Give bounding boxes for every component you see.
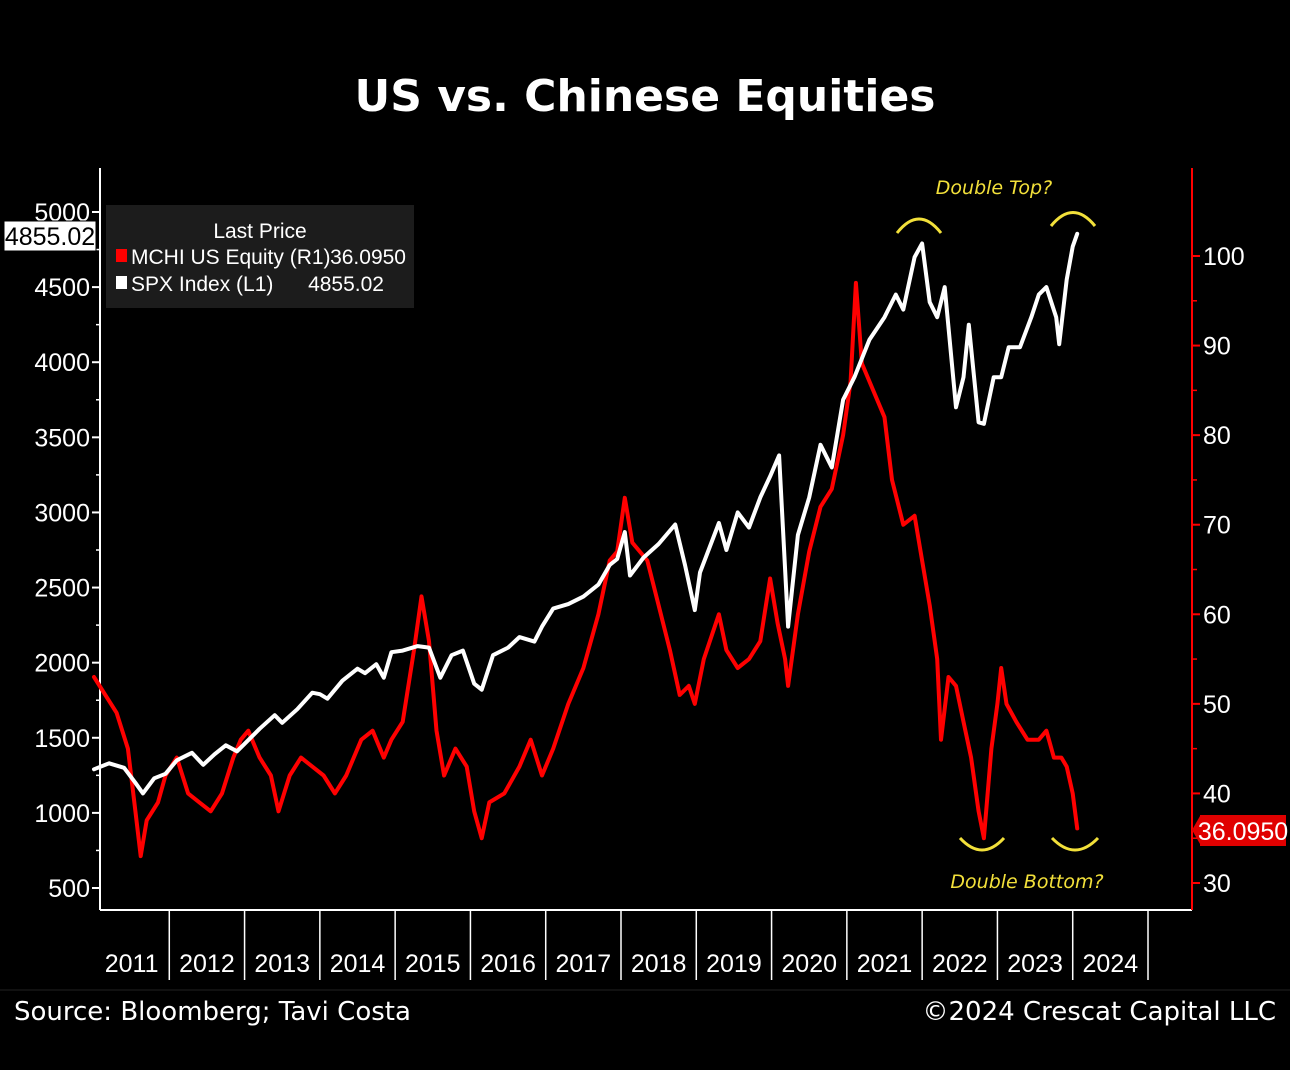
- right-tick-label: 100: [1203, 243, 1245, 271]
- annotations: Double Top? Double Bottom?: [895, 177, 1104, 893]
- double-bottom-arc-2: [1050, 836, 1100, 852]
- left-tick-label: 1500: [34, 725, 90, 753]
- x-tick-label: 2018: [631, 950, 687, 978]
- series-layer: [92, 231, 1080, 859]
- right-tick-label: 80: [1203, 422, 1231, 450]
- series-line-mchi-us-equity: [92, 280, 1080, 859]
- spx-last-value-box: [3, 220, 97, 252]
- x-axis-ticks: 2011 2012 2013 2014 2015 2016 2017 2018 2019 2020…: [105, 910, 1149, 980]
- legend-value-mchi: 36.0950: [330, 246, 406, 269]
- left-tick-label: 2000: [34, 650, 90, 678]
- x-tick-label: 2016: [480, 950, 536, 978]
- double-bottom-label: Double Bottom?: [950, 871, 1103, 893]
- right-tick-label: 70: [1203, 512, 1231, 540]
- right-tick-label: 30: [1203, 870, 1231, 898]
- legend-swatch-spx: [116, 276, 127, 289]
- left-tick-label: 4000: [34, 349, 90, 377]
- spx-last-value-label: 4855.02: [5, 223, 95, 251]
- footer-source: Source: Bloomberg; Tavi Costa: [14, 997, 411, 1027]
- double-top-label: Double Top?: [936, 177, 1052, 199]
- x-tick-label: 2012: [179, 950, 235, 978]
- right-tick-label: 60: [1203, 601, 1231, 629]
- left-tick-label: 4500: [34, 274, 90, 302]
- double-bottom-arc-1: [958, 836, 1006, 852]
- mchi-last-value-label: 36.0950: [1198, 818, 1288, 846]
- right-axis-ticks: 30 40 50 60 70 80 90 100: [1192, 243, 1245, 898]
- last-value-labels: 4855.02 36.0950: [3, 220, 1288, 846]
- x-tick-label: 2021: [857, 950, 913, 978]
- plot-frame: [99, 168, 1193, 911]
- double-top-arc-1: [895, 217, 943, 234]
- mchi-last-value-box: [1200, 815, 1286, 846]
- x-tick-label: 2020: [781, 950, 837, 978]
- legend-background: [106, 205, 414, 308]
- x-tick-label: 2014: [330, 950, 386, 978]
- legend-label-mchi: MCHI US Equity (R1): [131, 246, 331, 269]
- x-tick-label: 2022: [932, 950, 988, 978]
- x-tick-label: 2013: [254, 950, 310, 978]
- left-tick-label: 2500: [34, 575, 90, 603]
- legend-label-spx: SPX Index (L1): [131, 273, 273, 296]
- legend: Last Price MCHI US Equity (R1) 36.0950 S…: [106, 205, 414, 308]
- chart-title: US vs. Chinese Equities: [355, 71, 936, 122]
- left-tick-label: 3000: [34, 499, 90, 527]
- double-top-arc-2: [1049, 211, 1097, 227]
- mchi-last-value-pointer: [1192, 816, 1200, 844]
- right-tick-label: 90: [1203, 333, 1231, 361]
- right-tick-label: 50: [1203, 691, 1231, 719]
- legend-swatch-mchi: [116, 249, 127, 262]
- x-tick-label: 2015: [405, 950, 461, 978]
- series-line-spx-index: [92, 231, 1080, 796]
- left-tick-label: 500: [48, 875, 90, 903]
- x-tick-label: 2011: [105, 950, 159, 978]
- right-tick-label: 40: [1203, 780, 1231, 808]
- left-tick-label: 1000: [34, 800, 90, 828]
- legend-value-spx: 4855.02: [308, 273, 384, 296]
- x-tick-label: 2024: [1083, 950, 1139, 978]
- left-tick-label: 3500: [34, 424, 90, 452]
- x-tick-label: 2017: [556, 950, 612, 978]
- x-tick-label: 2019: [706, 950, 762, 978]
- x-tick-label: 2023: [1007, 950, 1063, 978]
- legend-header: Last Price: [213, 220, 306, 243]
- footer-copyright: ©2024 Crescat Capital LLC: [923, 997, 1277, 1027]
